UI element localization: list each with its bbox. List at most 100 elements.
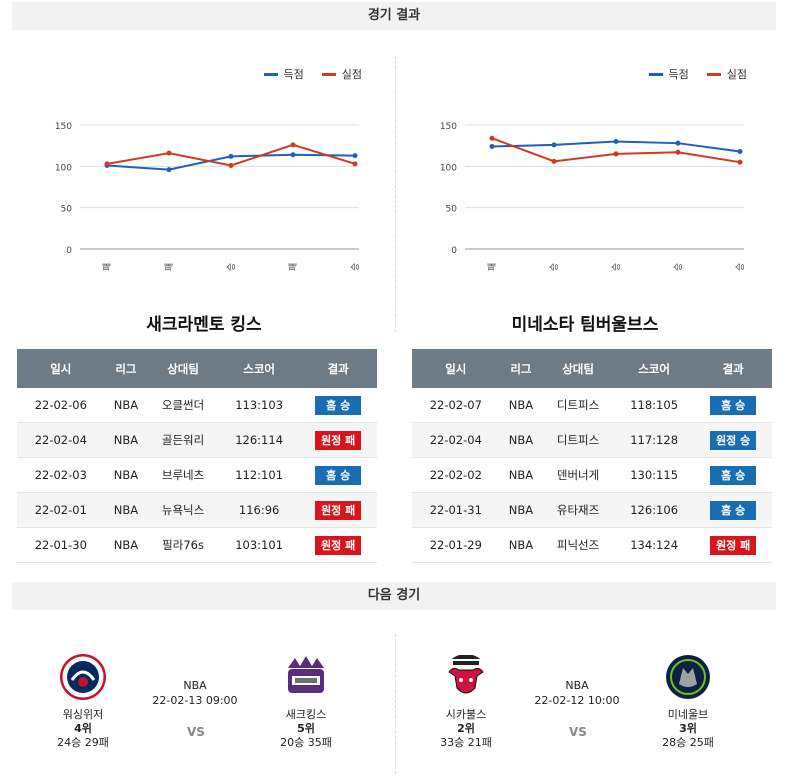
opponent-cell: 디트피스	[542, 388, 614, 423]
y-tick-label: 100	[440, 163, 457, 173]
next-game-2-info: NBA 22-02-12 10:00	[517, 678, 637, 708]
x-tick-label: 승	[350, 263, 361, 271]
x-tick-label: 승	[735, 263, 746, 271]
score-legend-swatch	[263, 72, 278, 76]
conceded-legend-swatch	[706, 72, 721, 76]
league-cell: NBA	[499, 527, 543, 563]
date-cell: 22-02-06	[17, 388, 105, 423]
col-header-date: 일시	[17, 349, 105, 388]
result-badge: 원정 승	[710, 430, 757, 450]
y-tick-label: 0	[66, 246, 72, 256]
team-name: 시카불스	[445, 708, 487, 721]
team-record: 20승 35패	[280, 736, 332, 749]
result-cell: 원정 패	[299, 422, 377, 458]
team-rank: 3위	[679, 722, 697, 735]
bulls-logo	[448, 655, 484, 694]
score-cell: 112:101	[218, 457, 300, 493]
score-cell: 126:114	[218, 422, 300, 458]
table-row: 22-02-04 NBA 디트피스 117:128 원정 승	[412, 422, 772, 458]
table-row: 22-02-02 NBA 덴버너게 130:115 홈 승	[412, 457, 772, 493]
x-tick-label: 승	[226, 263, 237, 271]
league-cell: NBA	[499, 388, 543, 423]
col-header-score: 스코어	[218, 349, 300, 388]
score-point	[675, 140, 681, 146]
team-title-kings: 새크라멘토 킹스	[146, 315, 262, 335]
table-row: 22-01-29 NBA 피닉선즈 134:124 원정 패	[412, 527, 772, 563]
col-header-result: 결과	[299, 349, 377, 388]
col-header-opponent: 상대팀	[147, 349, 219, 388]
results-table-kings: 일시 리그 상대팀 스코어 결과 22-02-06 NBA 오클썬더 113:103 홈…	[17, 349, 377, 563]
result-cell: 원정 패	[299, 527, 377, 563]
score-cell: 130:115	[613, 457, 695, 493]
next-game-1-home-team[interactable]: 워싱위저 4위 24승 29패	[38, 653, 128, 750]
result-cell: 원정 패	[694, 527, 772, 563]
chart-divider	[395, 56, 396, 332]
team-record: 28승 25패	[662, 736, 714, 749]
result-badge: 홈 승	[710, 500, 757, 520]
result-badge: 원정 패	[315, 430, 362, 450]
line-chart-svg: 0 50 100 150 패 승 승 승 승	[440, 122, 746, 271]
conceded-point	[737, 159, 743, 165]
result-badge: 홈 승	[315, 395, 362, 415]
score-cell: 113:103	[218, 388, 300, 423]
result-cell: 원정 패	[299, 492, 377, 528]
table-row: 22-01-30 NBA 필라76s 103:101 원정 패	[17, 527, 377, 563]
team-name: 워싱위저	[62, 708, 104, 721]
wizards-logo	[59, 653, 107, 701]
line-chart-svg: 0 50 100 150 패 패 승 패 승	[55, 122, 361, 271]
result-cell: 홈 승	[694, 492, 772, 528]
x-tick-label: 패	[102, 263, 113, 271]
y-tick-label: 0	[451, 246, 457, 256]
score-point	[290, 152, 296, 158]
next-game-2-away-team[interactable]: 미네울브 3위 28승 25패	[643, 654, 733, 750]
conceded-point	[675, 149, 681, 155]
result-cell: 홈 승	[299, 388, 377, 423]
kings-logo	[288, 656, 324, 693]
x-tick-label: 승	[549, 263, 560, 271]
opponent-cell: 피닉선즈	[542, 527, 614, 563]
y-tick-label: 50	[61, 205, 73, 215]
conceded-point	[104, 161, 110, 167]
conceded-legend-label: 실점	[726, 68, 747, 81]
opponent-cell: 뉴욕닉스	[147, 492, 219, 528]
y-tick-label: 150	[440, 122, 457, 132]
team-rank: 4위	[74, 722, 92, 735]
score-legend-swatch	[648, 72, 663, 76]
league-cell: NBA	[104, 422, 148, 458]
opponent-cell: 오클썬더	[147, 388, 219, 423]
conceded-point	[290, 142, 296, 148]
league-cell: NBA	[104, 527, 148, 563]
score-point	[166, 167, 172, 173]
league-cell: NBA	[499, 422, 543, 458]
timberwolves-logo	[666, 655, 710, 699]
score-point	[551, 142, 557, 148]
score-legend-label: 득점	[283, 68, 304, 81]
score-cell: 118:105	[613, 388, 695, 423]
result-badge: 원정 패	[710, 535, 757, 555]
result-cell: 홈 승	[694, 388, 772, 423]
results-table-timberwolves: 일시 리그 상대팀 스코어 결과 22-02-07 NBA 디트피스 118:105 홈…	[412, 349, 772, 563]
next-game-1-info: NBA 22-02-13 09:00	[135, 678, 255, 708]
conceded-point	[613, 151, 619, 157]
opponent-cell: 골든워리	[147, 422, 219, 458]
x-tick-label: 패	[288, 263, 299, 271]
result-badge: 홈 승	[315, 465, 362, 485]
chart-legend: 득점 실점	[263, 66, 362, 82]
score-point	[613, 139, 619, 145]
next-game-1-away-team[interactable]: 새크킹스 5위 20승 35패	[261, 654, 351, 750]
next-game-2-home-team[interactable]: 시카불스 2위 33승 21패	[421, 654, 511, 750]
conceded-point	[551, 158, 557, 164]
date-cell: 22-01-31	[412, 492, 500, 528]
score-point	[489, 143, 495, 149]
opponent-cell: 유타재즈	[542, 492, 614, 528]
score-cell: 134:124	[613, 527, 695, 563]
conceded-point	[352, 161, 358, 167]
result-cell: 홈 승	[694, 457, 772, 493]
date-cell: 22-02-01	[17, 492, 105, 528]
date-cell: 22-02-07	[412, 388, 500, 423]
date-cell: 22-01-30	[17, 527, 105, 563]
league-label: NBA	[565, 679, 589, 692]
result-badge: 홈 승	[710, 395, 757, 415]
col-header-date: 일시	[412, 349, 500, 388]
result-badge: 원정 패	[315, 535, 362, 555]
